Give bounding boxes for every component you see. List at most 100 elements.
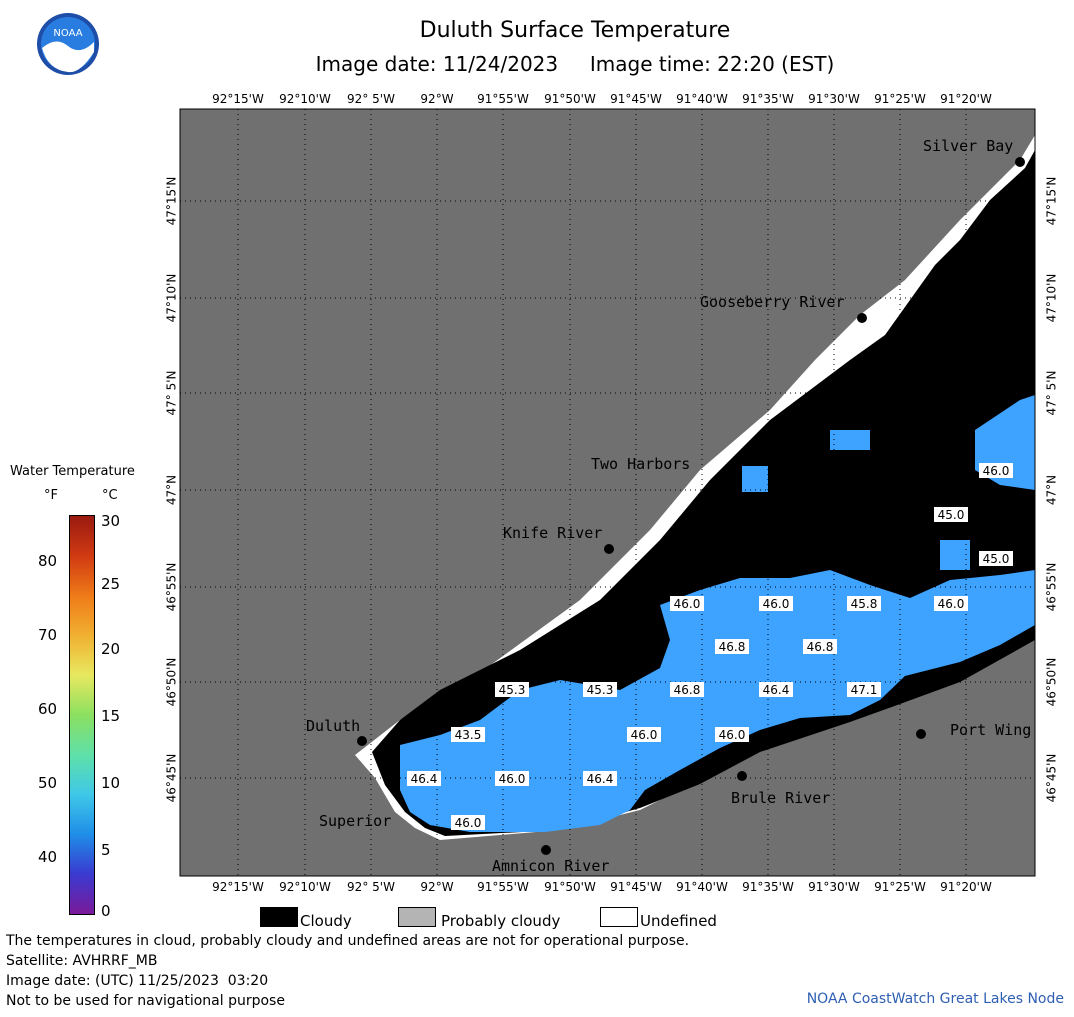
temperature-label-bg [495, 682, 529, 697]
right-latitude-label: 46°45'N [1045, 754, 1059, 803]
water-patch-1 [742, 466, 768, 492]
top-longitude-label: 91°40'W [676, 92, 728, 106]
top-longitude-label: 92°10'W [279, 92, 331, 106]
bottom-longitude-label: 92°15'W [212, 880, 264, 894]
marker-amnicon-river [541, 845, 551, 855]
map-title: Duluth Surface Temperature [419, 18, 731, 43]
label-two-harbors: Two Harbors [591, 455, 690, 473]
celsius-tick: 10 [101, 774, 121, 792]
left-latitude-label: 47°N [165, 475, 179, 505]
label-knife-river: Knife River [503, 524, 602, 542]
noaa-logo-icon: NOAA [37, 13, 99, 75]
temperature-label: 46.0 [983, 464, 1010, 478]
temperature-label-bg [583, 682, 617, 697]
bottom-longitude-label: 92° 5'W [347, 880, 395, 894]
temperature-label-bg [495, 771, 529, 786]
legend-label-cloudy: Cloudy [300, 912, 352, 930]
top-longitude-label: 92° 5'W [347, 92, 395, 106]
bottom-longitude-label: 91°25'W [874, 880, 926, 894]
temperature-label-bg [847, 682, 881, 697]
noaa-logo: NOAA [36, 12, 100, 76]
longitude-labels: 92°15'W 92°15'W 92°10'W 92°10'W 92° 5'W 92° 5… [212, 92, 992, 894]
label-port-wing: Port Wing [950, 721, 1031, 739]
label-superior: Superior [319, 812, 391, 830]
temperature-label-bg [715, 639, 749, 654]
label-duluth: Duluth [306, 717, 360, 735]
marker-knife-river [604, 544, 614, 554]
right-latitude-label: 47° 5'N [1045, 371, 1059, 416]
temperature-label-bg [715, 727, 749, 742]
bottom-longitude-label: 91°45'W [610, 880, 662, 894]
temperature-label-bg [934, 596, 968, 611]
label-silver-bay: Silver Bay [923, 137, 1013, 155]
fahrenheit-tick: 50 [38, 774, 58, 792]
temperature-label-bg [627, 727, 661, 742]
scale-unit-c: °C [102, 488, 118, 503]
marker-duluth [357, 736, 367, 746]
bottom-longitude-label: 92°W [420, 880, 453, 894]
fahrenheit-tick: 70 [38, 626, 58, 644]
top-longitude-label: 91°50'W [544, 92, 596, 106]
right-latitude-label: 47°10'N [1045, 274, 1059, 323]
legend-label-probably-cloudy: Probably cloudy [441, 912, 561, 930]
marker-port-wing [916, 729, 926, 739]
temperature-label: 46.0 [499, 772, 526, 786]
temperature-label-bg [451, 727, 485, 742]
temperature-label: 46.4 [411, 772, 438, 786]
temperature-label: 45.3 [587, 683, 614, 697]
temperature-label-bg [847, 596, 881, 611]
temperature-label: 46.0 [455, 816, 482, 830]
top-longitude-label: 91°55'W [477, 92, 529, 106]
legend-swatch-cloudy [260, 907, 298, 927]
marker-gooseberry-river [857, 313, 867, 323]
bottom-longitude-label: 91°20'W [940, 880, 992, 894]
legend-swatch-undefined [600, 907, 638, 927]
footer-navigation-warning: Not to be used for navigational purpose [6, 993, 285, 1009]
temperature-label-bg [407, 771, 441, 786]
color-scale-bar [69, 515, 95, 915]
celsius-tick: 0 [101, 902, 111, 920]
logo-text: NOAA [53, 28, 82, 39]
right-latitude-label: 46°50'N [1045, 658, 1059, 707]
water-area-south [400, 570, 1035, 832]
top-longitude-label: 91°20'W [940, 92, 992, 106]
footer-disclaimer: The temperatures in cloud, probably clou… [6, 933, 690, 949]
temperature-label-bg [803, 639, 837, 654]
fahrenheit-tick: 40 [38, 848, 58, 866]
temperature-label: 46.0 [763, 597, 790, 611]
right-latitude-label: 47°15'N [1045, 177, 1059, 226]
celsius-tick: 15 [101, 707, 121, 725]
label-gooseberry-river: Gooseberry River [700, 293, 845, 311]
left-latitude-label: 47° 5'N [165, 371, 179, 416]
temperature-label: 46.0 [719, 728, 746, 742]
bottom-longitude-label: 92°10'W [279, 880, 331, 894]
temperature-label: 45.0 [938, 508, 965, 522]
temperature-label-bg [759, 682, 793, 697]
celsius-tick: 30 [101, 512, 121, 530]
scale-title: Water Temperature [10, 464, 135, 479]
left-latitude-label: 46°50'N [165, 658, 179, 707]
temperature-label: 46.4 [763, 683, 790, 697]
temperature-label-bg [451, 815, 485, 830]
temperature-label: 46.4 [587, 772, 614, 786]
water-patch-2 [830, 430, 870, 450]
footer-credit: NOAA CoastWatch Great Lakes Node [806, 991, 1064, 1007]
left-latitude-label: 47°10'N [165, 274, 179, 323]
legend-swatch-probably-cloudy [398, 907, 436, 927]
right-latitude-label: 47°N [1045, 475, 1059, 505]
footer-utc-date: Image date: (UTC) 11/25/2023 03:20 [6, 973, 269, 989]
footer-satellite: Satellite: AVHRRF_MB [6, 953, 158, 969]
temperature-label: 46.0 [631, 728, 658, 742]
celsius-tick: 25 [101, 575, 121, 593]
bottom-longitude-label: 91°30'W [808, 880, 860, 894]
temperature-label: 46.8 [674, 683, 701, 697]
fahrenheit-tick: 60 [38, 700, 58, 718]
temperature-label: 45.0 [983, 552, 1010, 566]
left-latitude-label: 46°45'N [165, 754, 179, 803]
temperature-label-bg [934, 507, 968, 522]
scale-unit-f: °F [44, 488, 58, 503]
left-latitude-label: 47°15'N [165, 177, 179, 226]
temperature-label-bg [670, 596, 704, 611]
temperature-label: 46.8 [719, 640, 746, 654]
